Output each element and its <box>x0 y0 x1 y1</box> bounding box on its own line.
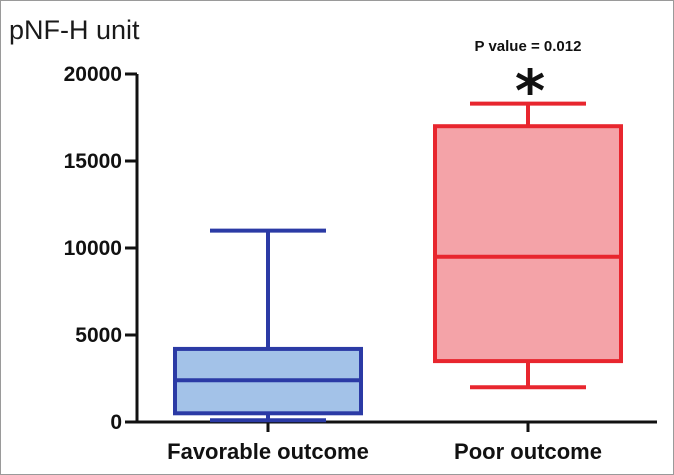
y-unit-label: pNF-H unit <box>9 15 140 45</box>
box-poor <box>433 101 623 390</box>
y-tick-label: 15000 <box>64 150 122 173</box>
y-tick-label: 0 <box>110 411 122 434</box>
y-tick-label: 10000 <box>64 237 122 260</box>
x-category-label: Favorable outcome <box>167 439 369 464</box>
iqr-box <box>433 124 623 364</box>
category-labels: Favorable outcome Poor outcome <box>167 439 602 464</box>
p-value-annotation: P value = 0.012 <box>475 38 582 55</box>
y-tick-label: 5000 <box>75 324 122 347</box>
box-favorable <box>173 228 363 423</box>
boxes-group <box>173 101 623 423</box>
y-tick-label: 20000 <box>64 63 122 86</box>
x-category-label: Poor outcome <box>454 439 602 464</box>
